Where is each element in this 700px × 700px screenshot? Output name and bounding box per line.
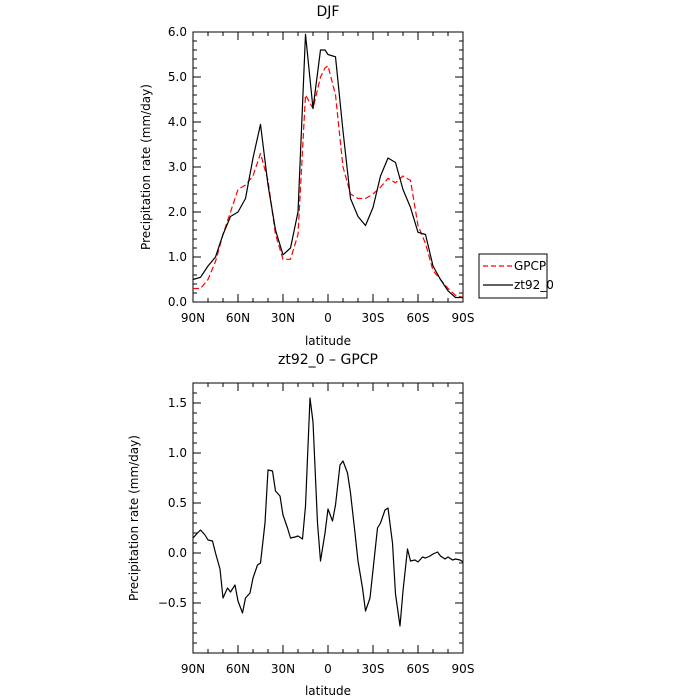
series-line-1-0	[192, 397, 464, 627]
series-line-zt92_0	[192, 33, 463, 299]
y-tick-label: 3.0	[168, 160, 187, 174]
x-tick-label: 30N	[271, 662, 295, 676]
top-chart-legend: GPCP zt92_0	[478, 253, 554, 299]
x-tick-label: 0	[324, 311, 332, 325]
y-tick-label: 0.5	[168, 496, 187, 510]
top-chart-ticks: 90N 60N 30N 0 30S 60S 90S 0.0 1.0 2.0 3.0 4.0 5.0 6.0	[168, 25, 475, 325]
y-tick-label: 1.0	[168, 250, 187, 264]
bottom-chart-ticks: 90N 60N 30N 0 30S 60S 90S −0.5 0.0 0.5 1.0 1.5	[158, 382, 475, 676]
y-tick-label: 1.0	[168, 446, 187, 460]
bottom-chart-plot-frame	[192, 382, 464, 654]
x-tick-label: 30S	[362, 662, 385, 676]
legend-gpcp-label: GPCP	[514, 259, 546, 273]
x-tick-label: 30S	[362, 311, 385, 325]
y-tick-label: 0.0	[168, 295, 187, 309]
bottom-chart-ylabel: Precipitation rate (mm/day)	[127, 435, 141, 601]
x-tick-label: 90N	[181, 662, 205, 676]
top-chart-plot-frame	[192, 31, 464, 303]
x-tick-label: 90S	[452, 311, 475, 325]
legend-zt92-label: zt92_0	[514, 278, 554, 292]
y-tick-label: 1.5	[168, 396, 187, 410]
series-line-GPCP	[193, 65, 464, 299]
x-tick-label: 60S	[407, 662, 430, 676]
y-tick-label: −0.5	[158, 596, 187, 610]
y-tick-label: 5.0	[168, 70, 187, 84]
x-tick-label: 60S	[407, 311, 430, 325]
x-tick-label: 0	[324, 662, 332, 676]
y-tick-label: 0.0	[168, 546, 187, 560]
x-tick-label: 60N	[226, 311, 250, 325]
top-chart-title: DJF	[317, 4, 340, 20]
bottom-chart: zt92_0 – GPCP 90N 60N 30N 0 30S 60S 90S −0.5 0.0…	[127, 352, 474, 698]
x-tick-label: 30N	[271, 311, 295, 325]
x-tick-label: 90S	[452, 662, 475, 676]
x-tick-label: 90N	[181, 311, 205, 325]
x-tick-label: 60N	[226, 662, 250, 676]
bottom-chart-title: zt92_0 – GPCP	[278, 352, 378, 368]
y-tick-label: 4.0	[168, 115, 187, 129]
top-chart: DJF 90N 60N 30N 0 30S 60S 90S 0.0 1.0 2.0 3.0 4.0 5.…	[139, 4, 554, 348]
top-chart-ylabel: Precipitation rate (mm/day)	[139, 84, 153, 250]
bottom-chart-xlabel: latitude	[305, 684, 351, 698]
top-chart-xlabel: latitude	[305, 334, 351, 348]
top-chart-series	[192, 33, 464, 299]
legend-box	[478, 253, 548, 299]
y-tick-label: 6.0	[168, 25, 187, 39]
y-tick-label: 2.0	[168, 205, 187, 219]
bottom-chart-series	[192, 397, 464, 627]
